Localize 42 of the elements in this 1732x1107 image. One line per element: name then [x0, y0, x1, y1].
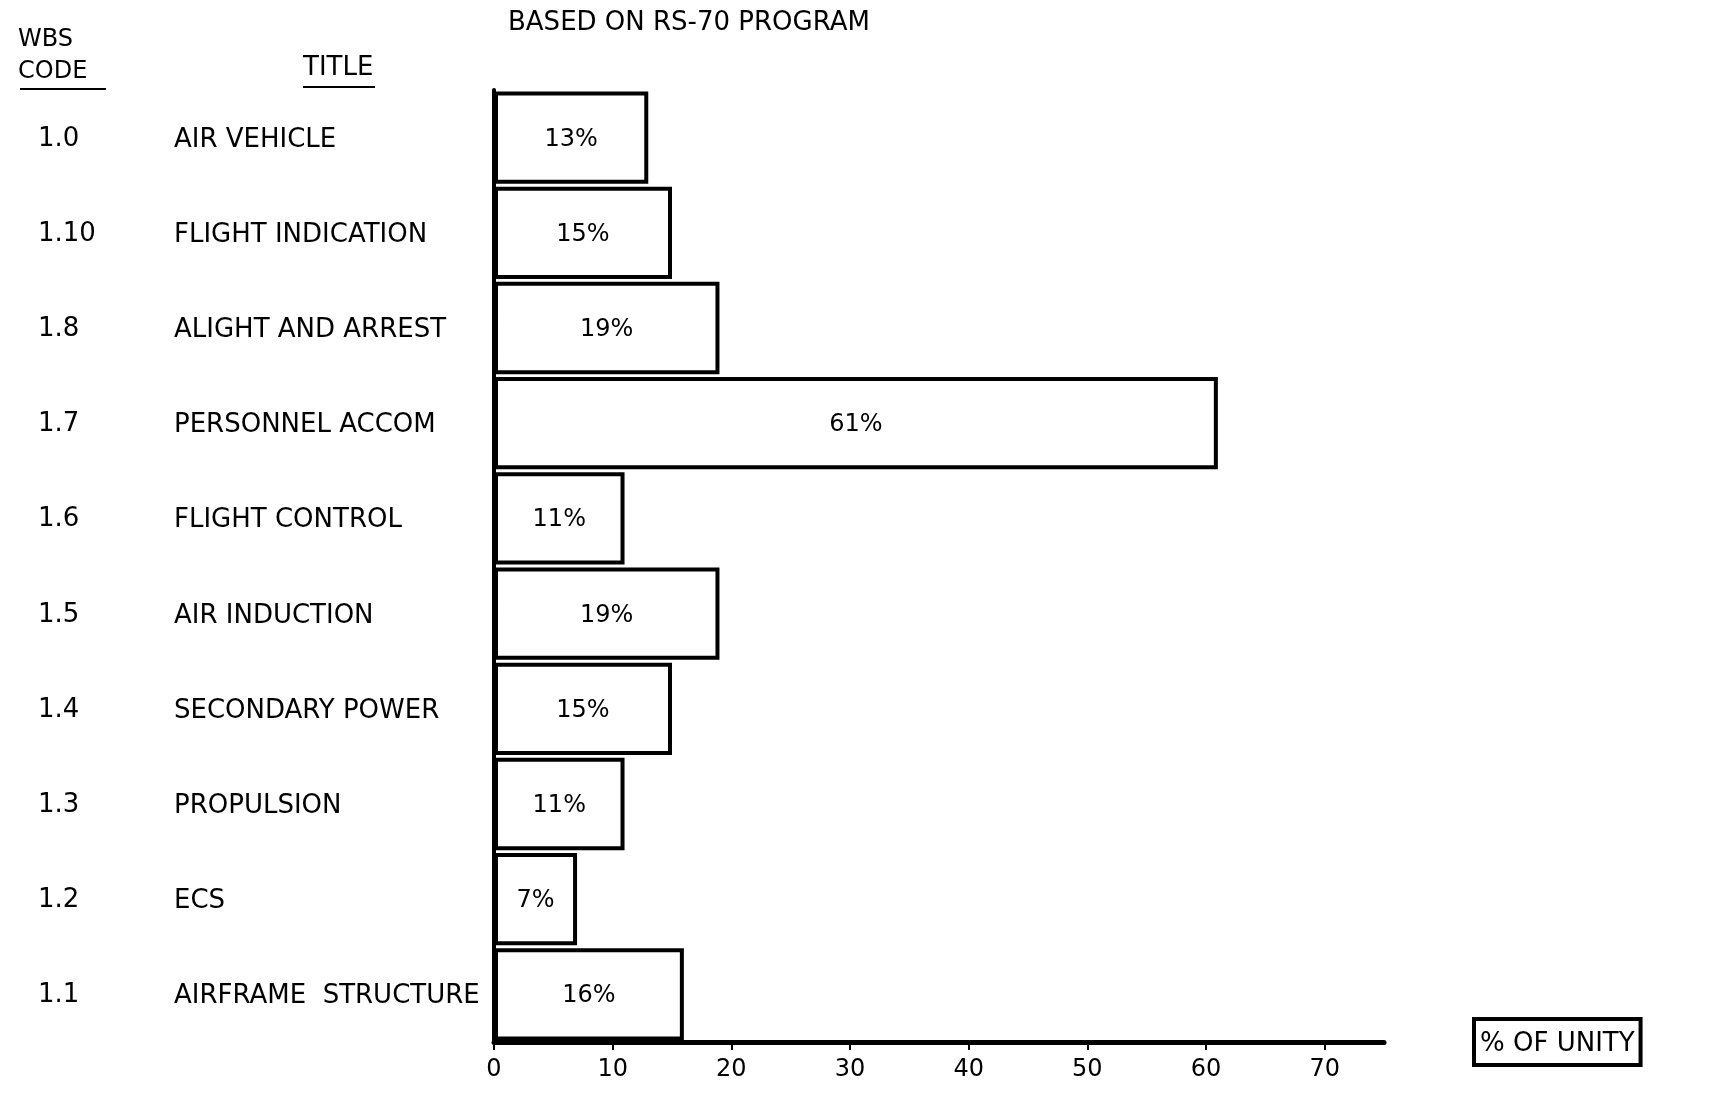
x-tick-label: 10	[597, 1054, 628, 1082]
x-axis-title: % OF UNITY	[1480, 1027, 1635, 1057]
data-label: 16%	[562, 980, 616, 1009]
text: 1.7	[38, 407, 80, 438]
data-label: 13%	[544, 123, 598, 152]
x-tick-label: 30	[834, 1054, 866, 1082]
x-tick-label: 40	[953, 1054, 984, 1082]
data-label: 11%	[532, 504, 586, 533]
x-tick-label: 0	[486, 1054, 502, 1082]
data-label: 11%	[532, 790, 586, 818]
text: 1.2	[38, 883, 80, 914]
data-label: 15%	[556, 218, 610, 247]
text: 1.8	[38, 312, 80, 342]
x-tick-label: 60	[1190, 1054, 1222, 1082]
x-tick-label: 50	[1072, 1054, 1103, 1082]
y-tick-label: PERSONNEL ACCOM	[174, 408, 436, 439]
text: 1.0	[38, 121, 80, 152]
y-tick-label: ALIGHT AND ARREST	[174, 313, 447, 343]
y-tick-label: FLIGHT INDICATION	[174, 217, 428, 248]
y-axis-title: TITLE	[302, 51, 374, 81]
text: 1.1	[38, 978, 80, 1009]
y-tick-label: ECS	[174, 884, 226, 915]
x-tick-label: 70	[1309, 1054, 1340, 1082]
text: WBS CODE	[18, 24, 88, 84]
y-tick-label: PROPULSION	[174, 789, 342, 819]
data-label: 19%	[580, 599, 634, 628]
data-label: 19%	[580, 314, 634, 342]
text: 1.3	[38, 788, 80, 818]
chart-title: BASED ON RS-70 PROGRAM	[508, 6, 870, 36]
y-tick-label: AIR INDUCTION	[174, 598, 374, 629]
text: 1.6	[38, 502, 80, 533]
y-tick-label: FLIGHT CONTROL	[174, 503, 403, 534]
text: 1.4	[38, 692, 80, 723]
y-tick-label: AIR VEHICLE	[174, 122, 337, 153]
data-label: 7%	[516, 885, 555, 914]
text: 1.10	[38, 216, 96, 247]
data-label: 15%	[556, 694, 610, 723]
data-label: 61%	[829, 409, 883, 438]
y-tick-label: AIRFRAME STRUCTURE	[174, 979, 480, 1010]
y-tick-label: SECONDARY POWER	[174, 693, 440, 724]
x-tick-label: 20	[716, 1054, 747, 1082]
text: 1.5	[38, 597, 80, 628]
